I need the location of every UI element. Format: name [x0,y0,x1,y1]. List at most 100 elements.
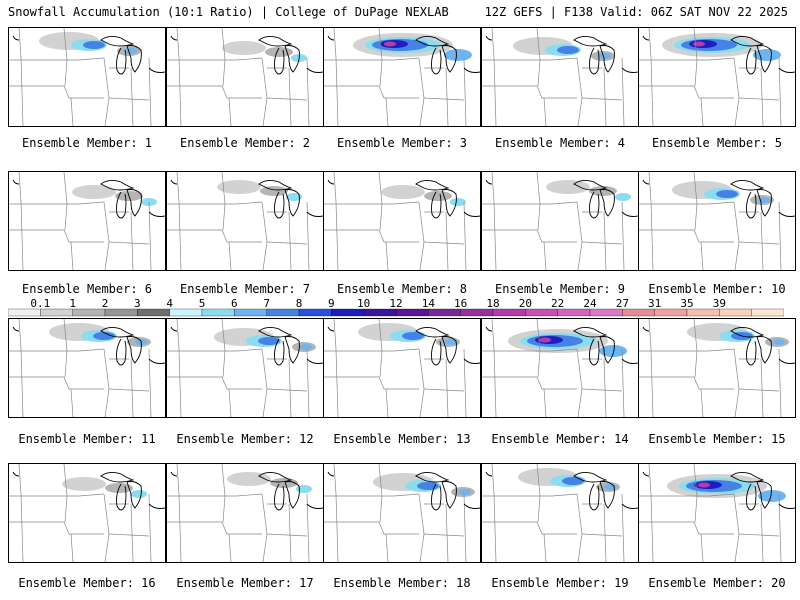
colorbar-swatch [8,308,41,317]
ensemble-map-panel [323,171,481,271]
snowfall-map [167,319,323,417]
state-borders [482,172,625,270]
great-lakes-coastline [642,471,795,511]
snowfall-blob [615,193,631,201]
snowfall-blob [599,345,627,357]
colorbar-swatch [331,308,364,317]
colorbar-label: 6 [231,298,238,310]
snowfall-shading [687,323,789,347]
great-lakes-coastline [485,179,638,219]
snowfall-shading [49,323,151,347]
snowfall-shading [222,41,307,62]
snowfall-shading [373,473,475,497]
colorbar-swatch [428,308,461,317]
snowfall-shading [508,329,627,357]
ensemble-member-label: Ensemble Member: 17 [176,576,314,590]
great-lakes-coastline [327,326,480,366]
colorbar-swatch [363,308,397,317]
ensemble-map-panel [323,463,481,563]
colorbar-swatch [525,308,558,317]
great-lakes-coastline [12,471,165,511]
snowfall-map [482,319,638,417]
ensemble-member-label: Ensemble Member: 4 [494,136,626,150]
snowfall-blob [450,198,466,206]
snowfall-blob [758,490,786,502]
colorbar-label: 18 [486,298,499,310]
snowfall-shading [518,468,620,492]
ensemble-member-label: Ensemble Member: 12 [176,432,314,446]
ensemble-map-panel [166,318,324,418]
state-borders [324,319,467,417]
state-borders [9,319,152,417]
state-borders [167,172,310,270]
great-lakes-coastline [642,179,795,219]
ensemble-map-panel [323,27,481,127]
ensemble-member-label: Ensemble Member: 19 [491,576,629,590]
great-lakes-coastline [170,35,323,75]
great-lakes-coastline [12,35,165,75]
colorbar-label: 16 [454,298,467,310]
colorbar-swatch [622,308,655,317]
ensemble-member-label: Ensemble Member: 9 [494,282,626,296]
colorbar-label: 8 [296,298,303,310]
snowfall-blob [546,180,590,194]
snowfall-blob [753,49,781,61]
great-lakes-coastline [485,471,638,511]
colorbar-label: 35 [680,298,693,310]
snowfall-map [9,464,165,562]
snowfall-blob [384,41,396,47]
state-borders [9,28,152,126]
colorbar: 0.1 1 2 3 4 5 6 7 8 9 10 12 14 16 18 20 22 24 27 31 35 39 [8,298,784,318]
great-lakes-coastline [642,326,795,366]
snowfall-map [9,172,165,270]
colorbar-label: 12 [389,298,402,310]
colorbar-label: 22 [551,298,564,310]
ensemble-member-label: Ensemble Member: 10 [648,282,786,296]
colorbar-label: 31 [648,298,661,310]
great-lakes-coastline [12,326,165,366]
snowfall-shading [217,180,302,201]
snowfall-map [9,319,165,417]
snowfall-shading [62,477,147,498]
ensemble-member-label: Ensemble Member: 1 [21,136,153,150]
state-borders [482,464,625,562]
snowfall-blob [125,48,137,54]
ensemble-map-panel [638,318,796,418]
colorbar-label: 39 [713,298,726,310]
snowfall-blob [773,339,785,345]
state-borders [9,464,152,562]
ensemble-map-panel [481,463,639,563]
colorbar-label: 1 [69,298,76,310]
colorbar-label: 4 [166,298,173,310]
snowfall-blob [300,344,312,350]
ensemble-member-label: Ensemble Member: 11 [18,432,156,446]
colorbar-swatch [751,308,784,317]
snowfall-shading [546,180,631,201]
snowfall-blob [131,490,147,498]
snowfall-blob [444,49,472,61]
snowfall-shading [353,33,472,61]
snowfall-blob [260,186,288,196]
ensemble-map-panel [8,27,166,127]
ensemble-member-label: Ensemble Member: 3 [336,136,468,150]
snowfall-blob [459,489,471,495]
snowfall-blob [62,477,106,491]
snowfall-blob [424,191,452,201]
state-borders [639,464,782,562]
ensemble-member-label: Ensemble Member: 13 [333,432,471,446]
state-borders [639,319,782,417]
ensemble-member-label: Ensemble Member: 8 [336,282,468,296]
snowfall-blob [417,482,439,490]
snowfall-map [167,28,323,126]
ensemble-member-label: Ensemble Member: 7 [179,282,311,296]
snowfall-blob [444,339,456,345]
snowfall-blob [93,332,115,340]
state-borders [482,28,625,126]
state-borders [324,172,467,270]
snowfall-map [639,319,795,417]
ensemble-map-panel [166,171,324,271]
snowfall-shading [662,33,781,61]
ensemble-member-label: Ensemble Member: 18 [333,576,471,590]
snowfall-shading [72,185,157,206]
snowfall-blob [539,337,551,343]
